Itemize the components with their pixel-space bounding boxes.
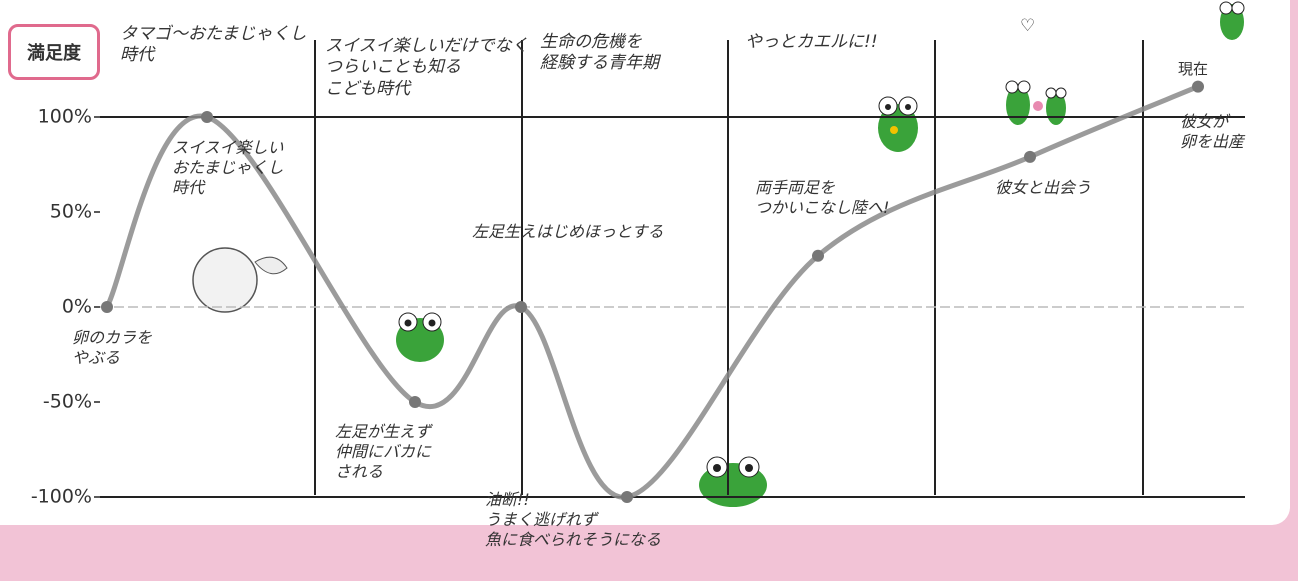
- point-annotation: 彼女と出会う: [995, 178, 1092, 197]
- stage-label: ♡: [1020, 16, 1036, 36]
- stage-label: 生命の危機を 経験する青年期: [540, 32, 659, 74]
- stage-label: スイスイ楽しいだけでなく つらいことも知る こども時代: [325, 36, 529, 99]
- y-tick-label: -50%: [43, 391, 92, 413]
- stage-label: やっとカエルに!!: [745, 32, 878, 52]
- point: [201, 111, 213, 123]
- point-annotation: 左足が生えず 仲間にバカに される: [335, 422, 432, 481]
- y-tick-label: 100%: [38, 106, 92, 128]
- y-tick-label: 50%: [50, 201, 92, 223]
- decoration: [192, 1, 1245, 507]
- y-tick-label: -100%: [31, 486, 92, 508]
- point-annotation: 左足生えはじめほっとする: [472, 222, 664, 241]
- point-annotation: 彼女が 卵を出産: [1180, 112, 1245, 151]
- point: [515, 301, 527, 313]
- current-label: 現在: [1178, 60, 1209, 78]
- point: [812, 249, 824, 262]
- point-annotation: スイスイ楽しい おたまじゃくし 時代: [172, 138, 284, 197]
- point: [621, 491, 633, 503]
- y-axis-label: 満足度: [8, 24, 100, 80]
- point: [1024, 150, 1036, 163]
- point-annotation: 卵のカラを やぶる: [72, 328, 153, 367]
- point-annotation: 両手両足を つかいこなし陸へ!: [755, 178, 890, 217]
- y-tick-label: 0%: [62, 296, 92, 318]
- stage-label: タマゴ〜おたまじゃくし 時代: [120, 24, 307, 66]
- point-annotation: 油断!! うまく逃げれず 魚に食べられそうになる: [485, 490, 662, 549]
- line: [104, 84, 1201, 500]
- point: [1192, 80, 1204, 93]
- point: [409, 396, 421, 408]
- point: [101, 301, 113, 313]
